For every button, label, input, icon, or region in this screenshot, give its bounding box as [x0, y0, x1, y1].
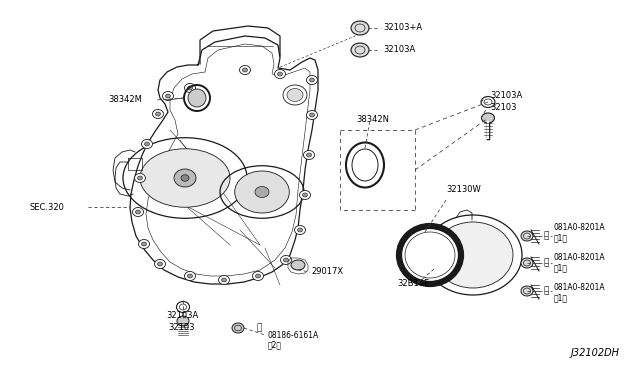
Text: 081A0-8201A: 081A0-8201A — [554, 283, 605, 292]
Text: 、1）: 、1） — [554, 263, 568, 273]
Ellipse shape — [399, 226, 461, 284]
Ellipse shape — [521, 231, 533, 241]
Ellipse shape — [157, 262, 163, 266]
Ellipse shape — [221, 278, 227, 282]
Ellipse shape — [433, 222, 513, 288]
Ellipse shape — [184, 272, 195, 280]
Ellipse shape — [481, 113, 495, 123]
Text: 、1）: 、1） — [554, 294, 568, 302]
Text: 08186-6161A: 08186-6161A — [268, 330, 319, 340]
Ellipse shape — [521, 286, 533, 296]
Text: 32130W: 32130W — [446, 186, 481, 195]
Ellipse shape — [154, 260, 166, 269]
Ellipse shape — [140, 149, 230, 207]
Text: Ⓑ: Ⓑ — [543, 286, 549, 295]
Ellipse shape — [177, 301, 189, 312]
Ellipse shape — [275, 70, 285, 78]
Ellipse shape — [188, 274, 193, 278]
Ellipse shape — [243, 68, 248, 72]
Text: 081A0-8201A: 081A0-8201A — [554, 224, 605, 232]
Ellipse shape — [188, 89, 206, 107]
Text: 32103: 32103 — [169, 323, 195, 331]
Ellipse shape — [298, 228, 303, 232]
Ellipse shape — [521, 258, 533, 268]
Text: Ⓑ: Ⓑ — [543, 231, 549, 241]
Ellipse shape — [310, 78, 314, 82]
Text: 29017X: 29017X — [311, 267, 343, 276]
Ellipse shape — [294, 225, 305, 234]
Ellipse shape — [255, 274, 260, 278]
Ellipse shape — [138, 176, 143, 180]
Ellipse shape — [141, 140, 152, 148]
Ellipse shape — [177, 316, 189, 326]
Ellipse shape — [136, 210, 141, 214]
Text: Ⓑ: Ⓑ — [257, 324, 262, 333]
Ellipse shape — [278, 72, 282, 76]
Ellipse shape — [134, 173, 145, 183]
Text: 32103A: 32103A — [383, 45, 415, 55]
Text: 081A0-8201A: 081A0-8201A — [554, 253, 605, 263]
Ellipse shape — [239, 65, 250, 74]
Ellipse shape — [163, 92, 173, 100]
Ellipse shape — [300, 190, 310, 199]
Ellipse shape — [307, 76, 317, 84]
Ellipse shape — [351, 21, 369, 35]
Ellipse shape — [303, 193, 307, 197]
Ellipse shape — [405, 232, 455, 278]
Ellipse shape — [284, 258, 289, 262]
Ellipse shape — [166, 94, 170, 98]
Ellipse shape — [232, 323, 244, 333]
Ellipse shape — [132, 208, 143, 217]
Ellipse shape — [156, 112, 161, 116]
Text: 32103A: 32103A — [490, 92, 522, 100]
Ellipse shape — [424, 215, 522, 295]
Text: 32B14E: 32B14E — [397, 279, 429, 288]
Text: J32102DH: J32102DH — [571, 348, 620, 358]
Text: 、1）: 、1） — [554, 234, 568, 243]
Ellipse shape — [218, 276, 230, 285]
Ellipse shape — [141, 242, 147, 246]
Ellipse shape — [253, 272, 264, 280]
Ellipse shape — [145, 142, 150, 146]
Text: 38342N: 38342N — [356, 115, 389, 125]
Ellipse shape — [291, 260, 305, 270]
Ellipse shape — [303, 151, 314, 160]
Text: 32103+A: 32103+A — [383, 23, 422, 32]
Ellipse shape — [152, 109, 163, 119]
Text: SEC.320: SEC.320 — [30, 202, 65, 212]
Ellipse shape — [307, 110, 317, 119]
Ellipse shape — [351, 43, 369, 57]
Ellipse shape — [352, 149, 378, 181]
Ellipse shape — [188, 86, 193, 90]
Text: 、2）: 、2） — [268, 340, 282, 350]
Text: Ⓑ: Ⓑ — [543, 259, 549, 267]
Ellipse shape — [255, 186, 269, 198]
Ellipse shape — [174, 169, 196, 187]
Ellipse shape — [184, 83, 195, 93]
Ellipse shape — [287, 89, 303, 102]
Ellipse shape — [310, 113, 314, 117]
Ellipse shape — [481, 96, 495, 108]
Text: 32103: 32103 — [490, 103, 516, 112]
Text: 38342M: 38342M — [108, 96, 142, 105]
Ellipse shape — [280, 256, 291, 264]
Ellipse shape — [235, 171, 289, 213]
Ellipse shape — [138, 240, 150, 248]
Ellipse shape — [307, 153, 312, 157]
Ellipse shape — [181, 175, 189, 181]
Text: 32103A: 32103A — [166, 311, 198, 321]
